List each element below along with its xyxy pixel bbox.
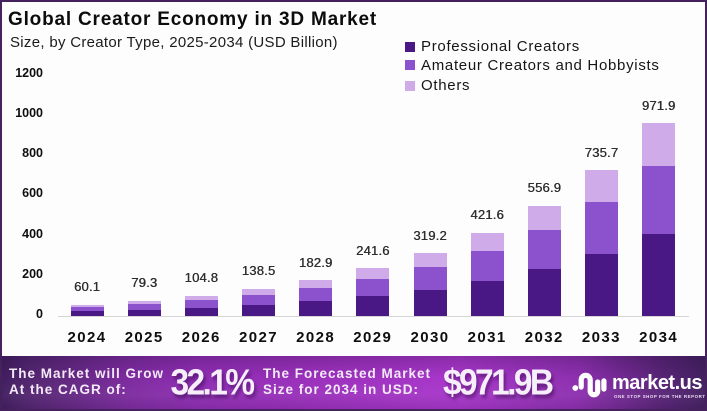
svg-text:market.us: market.us [612,372,702,394]
svg-text:ONE STOP SHOP FOR THE REPORTS: ONE STOP SHOP FOR THE REPORTS [614,394,707,399]
